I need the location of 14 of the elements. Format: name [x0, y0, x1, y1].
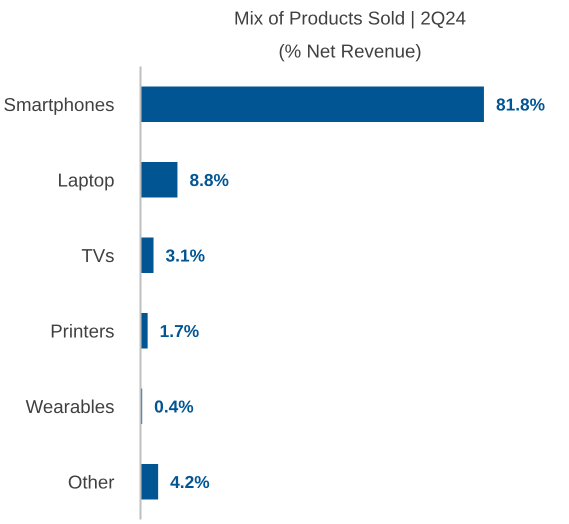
data-label: 8.8%: [189, 170, 229, 190]
data-label: 81.8%: [496, 94, 546, 114]
y-tick-label: Laptop: [57, 169, 114, 190]
y-tick-label: Other: [68, 471, 115, 492]
y-tick-label: Printers: [50, 320, 115, 342]
data-label: 0.4%: [154, 396, 194, 416]
data-label: 1.7%: [160, 320, 200, 341]
chart-subtitle: (% Net Revenue): [278, 40, 422, 62]
data-label: 4.2%: [170, 472, 210, 492]
y-tick-label: TVs: [81, 244, 115, 266]
data-label: 3.1%: [166, 245, 206, 266]
y-tick-label: Smartphones: [4, 94, 115, 115]
y-tick-label: Wearables: [26, 396, 115, 417]
chart-title: Mix of Products Sold | 2Q24: [234, 8, 466, 28]
